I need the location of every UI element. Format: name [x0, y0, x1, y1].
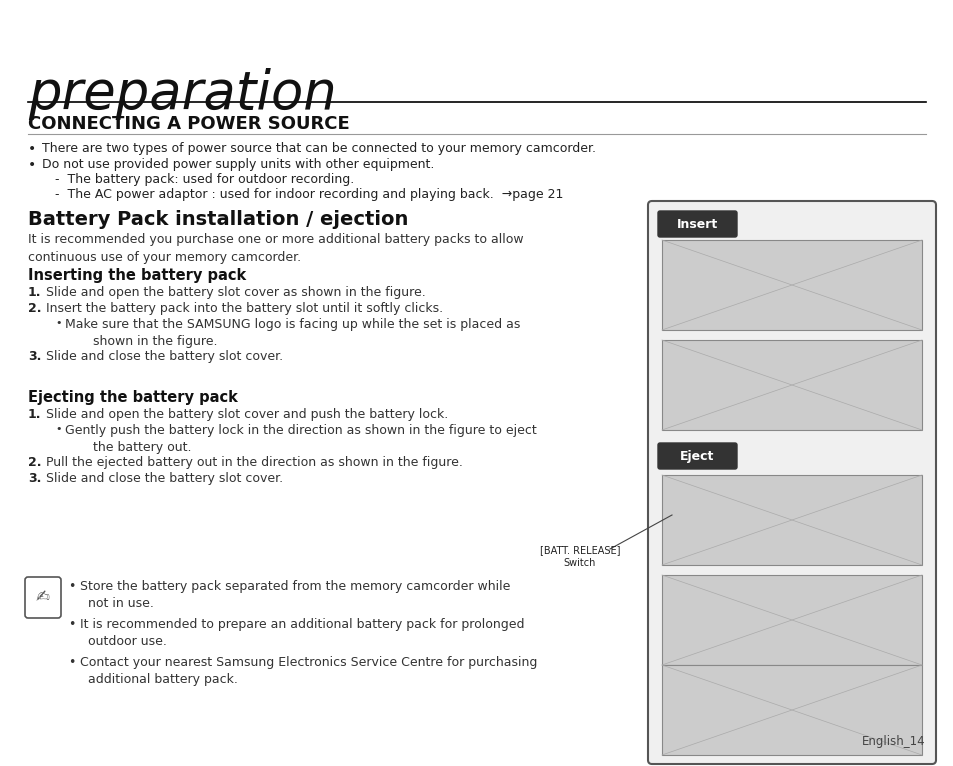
Text: 3.: 3.	[28, 472, 41, 485]
Text: There are two types of power source that can be connected to your memory camcord: There are two types of power source that…	[42, 142, 596, 155]
Text: 1.: 1.	[28, 408, 42, 421]
Text: •: •	[55, 318, 61, 328]
Text: Slide and close the battery slot cover.: Slide and close the battery slot cover.	[46, 472, 283, 485]
Bar	[661, 665, 921, 755]
Text: 3.: 3.	[28, 350, 41, 363]
Text: •: •	[28, 158, 36, 172]
Bar	[661, 575, 921, 665]
Text: Slide and open the battery slot cover as shown in the figure.: Slide and open the battery slot cover as…	[46, 286, 425, 299]
Text: Insert the battery pack into the battery slot until it softly clicks.: Insert the battery pack into the battery…	[46, 302, 442, 315]
Text: •: •	[68, 618, 75, 631]
Text: •: •	[68, 580, 75, 593]
Text: Slide and close the battery slot cover.: Slide and close the battery slot cover.	[46, 350, 283, 363]
Text: Make sure that the SAMSUNG logo is facing up while the set is placed as
       s: Make sure that the SAMSUNG logo is facin…	[65, 318, 519, 348]
Text: •: •	[55, 424, 61, 434]
Bar	[661, 240, 921, 330]
Text: Inserting the battery pack: Inserting the battery pack	[28, 268, 246, 283]
Text: English_14: English_14	[862, 735, 925, 748]
Text: Eject: Eject	[679, 450, 714, 463]
Text: 1.: 1.	[28, 286, 42, 299]
Text: •: •	[28, 142, 36, 156]
Text: Pull the ejected battery out in the direction as shown in the figure.: Pull the ejected battery out in the dire…	[46, 456, 462, 469]
Bar	[661, 475, 921, 565]
Text: 2.: 2.	[28, 302, 42, 315]
Text: -  The battery pack: used for outdoor recording.: - The battery pack: used for outdoor rec…	[55, 173, 354, 186]
Text: Gently push the battery lock in the direction as shown in the figure to eject
  : Gently push the battery lock in the dire…	[65, 424, 537, 454]
Text: Insert: Insert	[677, 218, 718, 231]
Text: Battery Pack installation / ejection: Battery Pack installation / ejection	[28, 210, 408, 229]
Text: Contact your nearest Samsung Electronics Service Centre for purchasing
  additio: Contact your nearest Samsung Electronics…	[80, 656, 537, 686]
Text: CONNECTING A POWER SOURCE: CONNECTING A POWER SOURCE	[28, 115, 350, 133]
Text: Ejecting the battery pack: Ejecting the battery pack	[28, 390, 237, 405]
Text: It is recommended to prepare an additional battery pack for prolonged
  outdoor : It is recommended to prepare an addition…	[80, 618, 524, 648]
Text: Do not use provided power supply units with other equipment.: Do not use provided power supply units w…	[42, 158, 434, 171]
FancyBboxPatch shape	[647, 201, 935, 764]
Text: preparation: preparation	[28, 68, 336, 120]
Text: Slide and open the battery slot cover and push the battery lock.: Slide and open the battery slot cover an…	[46, 408, 448, 421]
Text: ✍: ✍	[36, 588, 50, 606]
Text: 2.: 2.	[28, 456, 42, 469]
Text: -  The AC power adaptor : used for indoor recording and playing back.  →page 21: - The AC power adaptor : used for indoor…	[55, 188, 563, 201]
Text: Store the battery pack separated from the memory camcorder while
  not in use.: Store the battery pack separated from th…	[80, 580, 510, 610]
FancyBboxPatch shape	[658, 211, 737, 237]
Text: It is recommended you purchase one or more additional battery packs to allow
con: It is recommended you purchase one or mo…	[28, 233, 523, 264]
FancyBboxPatch shape	[25, 577, 61, 618]
Text: [BATT. RELEASE]
Switch: [BATT. RELEASE] Switch	[539, 545, 619, 568]
Bar	[661, 340, 921, 430]
FancyBboxPatch shape	[658, 443, 737, 469]
FancyBboxPatch shape	[28, 575, 643, 705]
Text: •: •	[68, 656, 75, 669]
